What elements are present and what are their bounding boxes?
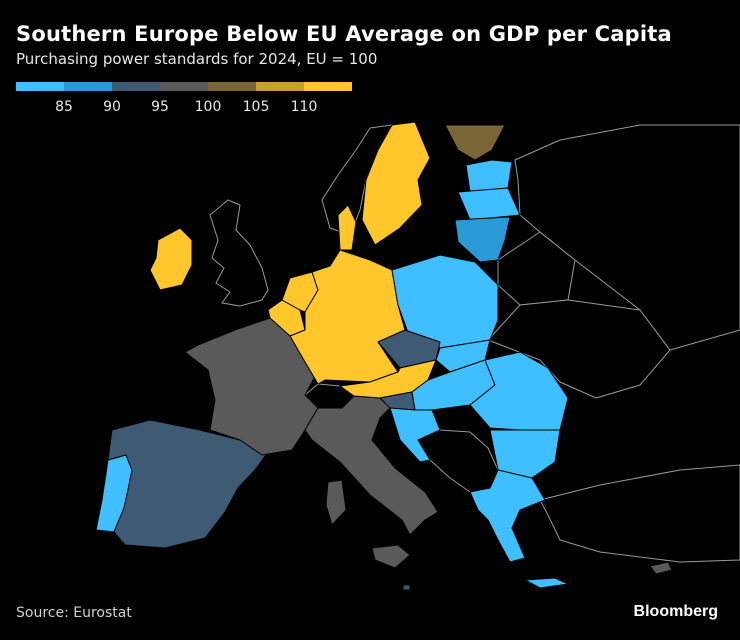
latvia-region <box>457 187 521 221</box>
europe-map <box>95 121 740 591</box>
legend-swatch <box>160 82 208 91</box>
legend-ticks: 85 90 95 100 105 110 <box>16 91 352 115</box>
color-legend: 85 90 95 100 105 110 <box>16 82 352 118</box>
finland-region <box>444 124 506 161</box>
sweden-region <box>361 121 431 246</box>
great-britain-outline <box>209 199 269 307</box>
turkey-outline <box>539 464 740 563</box>
austria-region <box>339 359 437 399</box>
legend-swatch <box>208 82 256 91</box>
chart-subtitle: Purchasing power standards for 2024, EU … <box>16 50 378 68</box>
greece-region <box>469 469 546 563</box>
legend-color-bar <box>16 82 352 91</box>
legend-tick-label: 100 <box>194 99 222 115</box>
lithuania-region <box>454 216 511 263</box>
crete-region <box>524 577 569 589</box>
legend-tick-label: 105 <box>242 99 270 115</box>
legend-swatch <box>64 82 112 91</box>
cyprus-region <box>649 561 673 575</box>
chart-title: Southern Europe Below EU Average on GDP … <box>16 22 672 46</box>
legend-tick-label: 85 <box>55 99 73 115</box>
poland-region <box>391 254 499 349</box>
sicily-region <box>371 544 411 569</box>
legend-swatch <box>256 82 304 91</box>
legend-tick-label: 110 <box>290 99 318 115</box>
germany-region <box>289 249 406 385</box>
sardinia-region <box>325 479 347 526</box>
legend-swatch <box>304 82 352 91</box>
ireland-region <box>149 227 193 291</box>
croatia-region <box>389 407 441 463</box>
estonia-region <box>465 159 513 193</box>
denmark-region <box>337 204 357 251</box>
legend-tick-label: 90 <box>103 99 121 115</box>
spain-region <box>107 419 269 549</box>
legend-swatch <box>112 82 160 91</box>
slovakia-region <box>435 339 491 373</box>
malta-region <box>402 584 411 591</box>
czechia-region <box>377 329 441 369</box>
balkans-outline <box>417 429 499 493</box>
legend-tick-label: 95 <box>151 99 169 115</box>
bloomberg-logo: Bloomberg <box>633 603 718 620</box>
russia-outline <box>514 124 740 351</box>
legend-swatch <box>16 82 64 91</box>
source-note: Source: Eurostat <box>16 605 132 621</box>
